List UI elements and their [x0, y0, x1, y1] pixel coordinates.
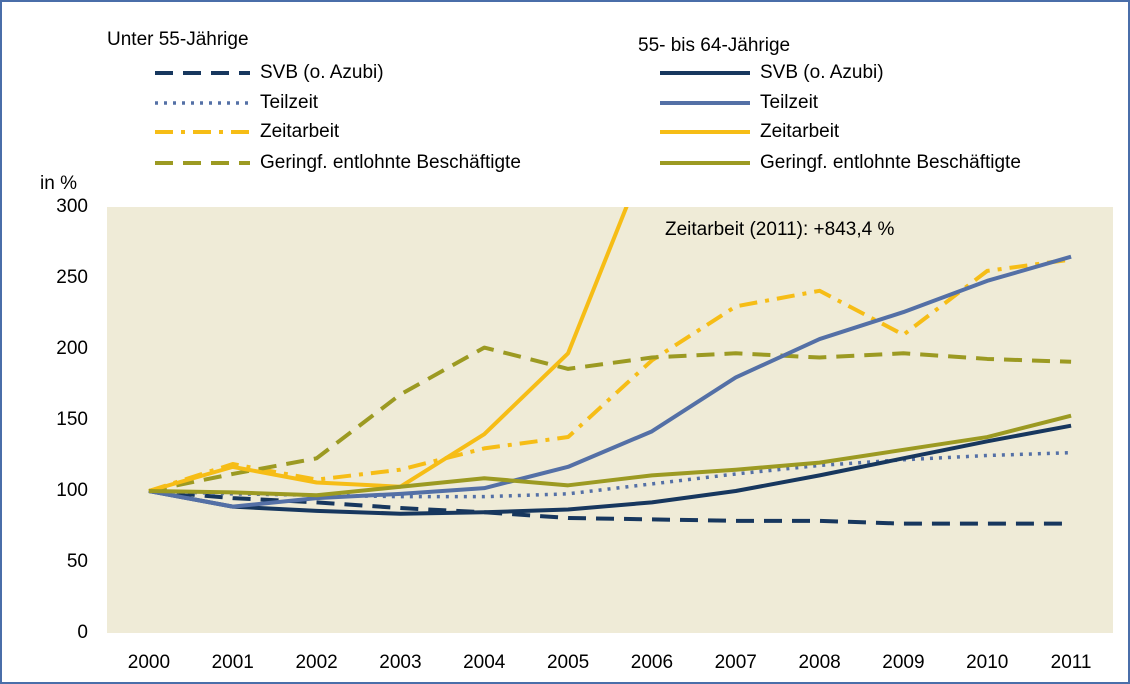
series-line	[148, 345, 1072, 493]
annotation: Zeitarbeit (2011): +843,4 %	[665, 219, 894, 240]
legend-label: Teilzeit	[260, 92, 319, 113]
x-tick-label: 2003	[379, 652, 421, 673]
series-line	[148, 489, 1072, 526]
series-line	[148, 207, 629, 493]
legend-label: Zeitarbeit	[260, 121, 340, 142]
legend-label: Teilzeit	[760, 92, 819, 113]
x-tick-label: 2011	[1051, 652, 1092, 673]
y-axis-label: in %	[40, 173, 77, 194]
y-tick-label: 150	[56, 409, 88, 430]
legend-label: SVB (o. Azubi)	[260, 62, 384, 83]
legend-label: Geringf. entlohnte Beschäftigte	[760, 152, 1021, 173]
legend-group-title: 55- bis 64-Jährige	[638, 35, 790, 56]
y-tick-label: 50	[67, 551, 88, 572]
plot-area	[107, 207, 1113, 633]
x-tick-label: 2010	[966, 652, 1008, 673]
x-tick-label: 2009	[882, 652, 924, 673]
y-tick-label: 0	[77, 622, 88, 643]
x-tick-label: 2005	[547, 652, 589, 673]
legend-label: SVB (o. Azubi)	[760, 62, 884, 83]
series-line	[148, 423, 1072, 516]
y-tick-label: 100	[56, 480, 88, 501]
x-tick-label: 2007	[715, 652, 757, 673]
y-tick-label: 200	[56, 338, 88, 359]
lines	[148, 207, 1072, 526]
x-tick-label: 2002	[295, 652, 337, 673]
series-line	[148, 257, 1072, 493]
series-line	[148, 413, 1072, 498]
x-tick-label: 2000	[128, 652, 170, 673]
x-tick-label: 2008	[798, 652, 840, 673]
legend-label: Geringf. entlohnte Beschäftigte	[260, 152, 521, 173]
y-tick-label: 300	[56, 196, 88, 217]
y-tick-label: 250	[56, 267, 88, 288]
x-tick-label: 2006	[631, 652, 673, 673]
legend-group-title: Unter 55-Jährige	[107, 29, 249, 50]
x-tick-label: 2004	[463, 652, 506, 673]
x-tick-label: 2001	[212, 652, 254, 673]
legend-label: Zeitarbeit	[760, 121, 840, 142]
series-line	[148, 254, 1072, 509]
